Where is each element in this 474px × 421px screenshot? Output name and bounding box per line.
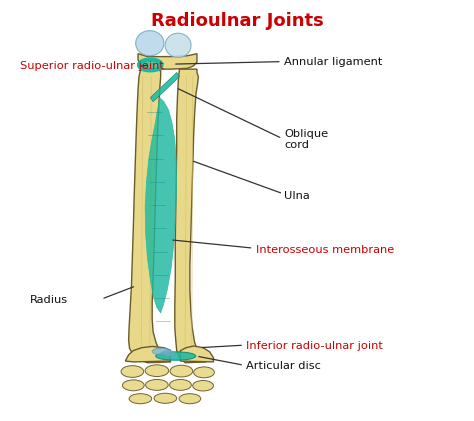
Ellipse shape <box>165 33 191 57</box>
Text: Inferior radio-ulnar joint: Inferior radio-ulnar joint <box>246 341 383 352</box>
Ellipse shape <box>145 365 169 376</box>
Ellipse shape <box>170 365 193 377</box>
Text: Superior radio-ulnar joint: Superior radio-ulnar joint <box>20 61 164 71</box>
Text: Radius: Radius <box>30 296 68 305</box>
Text: Annular ligament: Annular ligament <box>284 57 383 67</box>
Text: Interosseous membrane: Interosseous membrane <box>256 245 394 255</box>
Polygon shape <box>175 69 206 363</box>
Polygon shape <box>138 53 197 69</box>
Ellipse shape <box>194 367 214 378</box>
Ellipse shape <box>139 61 162 69</box>
Ellipse shape <box>121 366 144 377</box>
Ellipse shape <box>193 381 213 391</box>
Text: Oblique
cord: Oblique cord <box>284 128 328 150</box>
Ellipse shape <box>179 394 201 404</box>
Ellipse shape <box>129 394 152 404</box>
Polygon shape <box>128 70 171 363</box>
Ellipse shape <box>170 379 191 390</box>
Ellipse shape <box>146 379 168 390</box>
Text: Articular disc: Articular disc <box>246 362 321 371</box>
Ellipse shape <box>162 351 176 357</box>
Polygon shape <box>125 346 170 362</box>
Text: Ulna: Ulna <box>284 191 310 201</box>
Polygon shape <box>145 98 177 313</box>
Ellipse shape <box>154 393 177 403</box>
Text: Radioulnar Joints: Radioulnar Joints <box>151 12 323 30</box>
Ellipse shape <box>136 31 164 56</box>
Ellipse shape <box>156 352 196 360</box>
Ellipse shape <box>152 348 171 355</box>
Ellipse shape <box>122 380 144 391</box>
Polygon shape <box>150 72 180 102</box>
Polygon shape <box>181 346 213 362</box>
